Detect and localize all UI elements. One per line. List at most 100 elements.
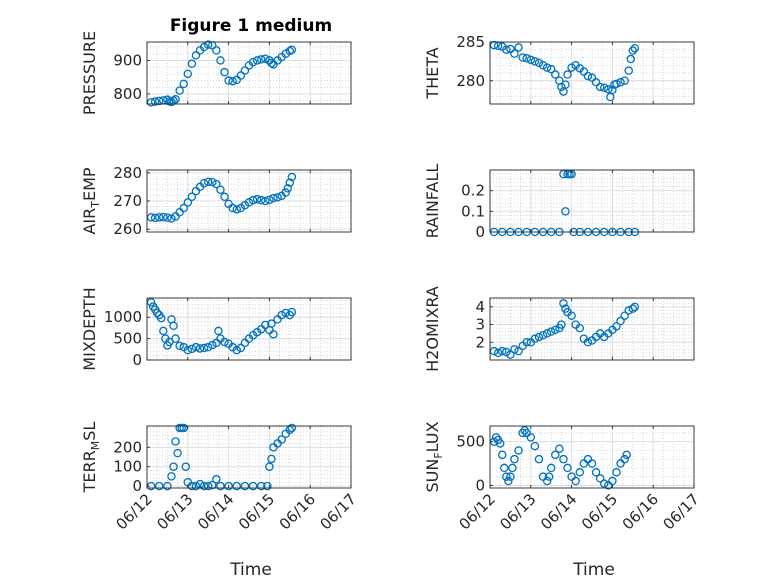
data-point (150, 97, 160, 106)
data-point (273, 193, 282, 202)
data-point (244, 198, 254, 207)
data-point (269, 330, 278, 339)
data-point (530, 57, 540, 66)
data-point (208, 480, 217, 490)
data-point (287, 423, 297, 433)
y-tick-label: 0 (475, 223, 485, 241)
data-point (269, 193, 278, 203)
y-tick-label: 260 (113, 220, 142, 238)
data-point (555, 444, 564, 453)
y-axis-label: THETA (423, 47, 442, 99)
y-axis-label-main: TERR (80, 450, 99, 493)
data-point (277, 310, 286, 320)
y-tick-label: 500 (113, 330, 142, 348)
data-point (285, 46, 295, 56)
data-point (256, 481, 266, 491)
y-tick-label: 2 (475, 333, 485, 351)
data-point (287, 307, 297, 317)
data-point (534, 454, 544, 464)
data-point (171, 95, 180, 104)
data-point (506, 350, 515, 359)
data-point (146, 298, 156, 307)
y-axis-label-subscript: T (89, 201, 102, 209)
y-tick-label: 280 (113, 164, 142, 182)
data-point (534, 58, 544, 68)
data-point (628, 304, 638, 313)
data-point (252, 195, 262, 204)
data-point (510, 49, 519, 58)
data-point (630, 302, 640, 312)
y-tick-label: 280 (456, 72, 485, 90)
data-point (616, 316, 625, 326)
data-point (514, 43, 523, 52)
data-point (199, 178, 209, 188)
data-point (608, 85, 617, 95)
data-point (187, 59, 197, 69)
data-point (277, 435, 286, 444)
data-point (493, 348, 503, 358)
data-point (281, 188, 290, 197)
subplot-air-temp: 260 270 280 AIRTEMP (80, 164, 352, 238)
data-point (261, 54, 270, 64)
data-point (595, 474, 605, 483)
data-point (526, 55, 536, 65)
data-point (228, 76, 237, 86)
subplot-rainfall: 0 0.1 0.2 RAINFALL (423, 164, 695, 241)
data-point (179, 79, 188, 89)
data-point (216, 481, 225, 491)
subplot-pressure: 800 900 PRESSURE (80, 31, 352, 115)
axes-box (489, 41, 695, 105)
data-point (146, 213, 156, 222)
axes-box (489, 425, 695, 489)
data-point (265, 462, 274, 471)
data-point (183, 345, 193, 355)
data-point (181, 462, 191, 471)
data-point (567, 63, 576, 72)
data-point (212, 475, 221, 484)
data-point (620, 454, 629, 464)
data-point (261, 320, 270, 330)
data-point (154, 213, 164, 222)
data-point (514, 446, 523, 455)
data-point (557, 82, 566, 92)
data-point (199, 481, 209, 491)
data-point (265, 195, 274, 205)
data-point (240, 481, 250, 491)
data-point (497, 346, 507, 356)
y-axis-label-main: SUN (423, 459, 442, 493)
y-tick-label: 0 (132, 477, 142, 495)
y-tick-label: 1000 (104, 308, 142, 326)
data-point (157, 313, 166, 323)
y-axis-label-main: AIR (80, 208, 99, 235)
data-point (587, 459, 597, 468)
data-point (216, 185, 225, 194)
data-point (500, 463, 509, 473)
data-point (508, 463, 517, 473)
data-point (169, 321, 178, 331)
data-point (208, 340, 217, 350)
data-point (214, 326, 223, 336)
data-point (171, 437, 180, 446)
data-point (267, 319, 276, 328)
data-point (256, 55, 266, 64)
y-tick-label: 0.2 (461, 182, 485, 200)
data-point (599, 83, 609, 92)
y-axis-label-subscript: M (89, 441, 102, 451)
data-point (542, 476, 552, 486)
subplot-mixdepth: 0 500 1000 MIXDEPTH (80, 287, 352, 371)
data-point (624, 66, 633, 75)
data-point (212, 179, 221, 189)
data-point (551, 325, 560, 335)
data-point (583, 338, 593, 347)
data-point (608, 476, 617, 486)
y-axis-label-rest: LUX (423, 421, 442, 452)
y-axis-label: TERRMSL (80, 422, 102, 494)
data-point (191, 481, 201, 491)
data-point (520, 426, 529, 435)
subplot-h2omixra: 234 H2OMIXRA (423, 286, 695, 372)
axes-box (146, 425, 352, 489)
data-point (195, 344, 205, 353)
data-point (154, 96, 164, 106)
data-point (203, 342, 213, 352)
data-point (169, 462, 178, 471)
